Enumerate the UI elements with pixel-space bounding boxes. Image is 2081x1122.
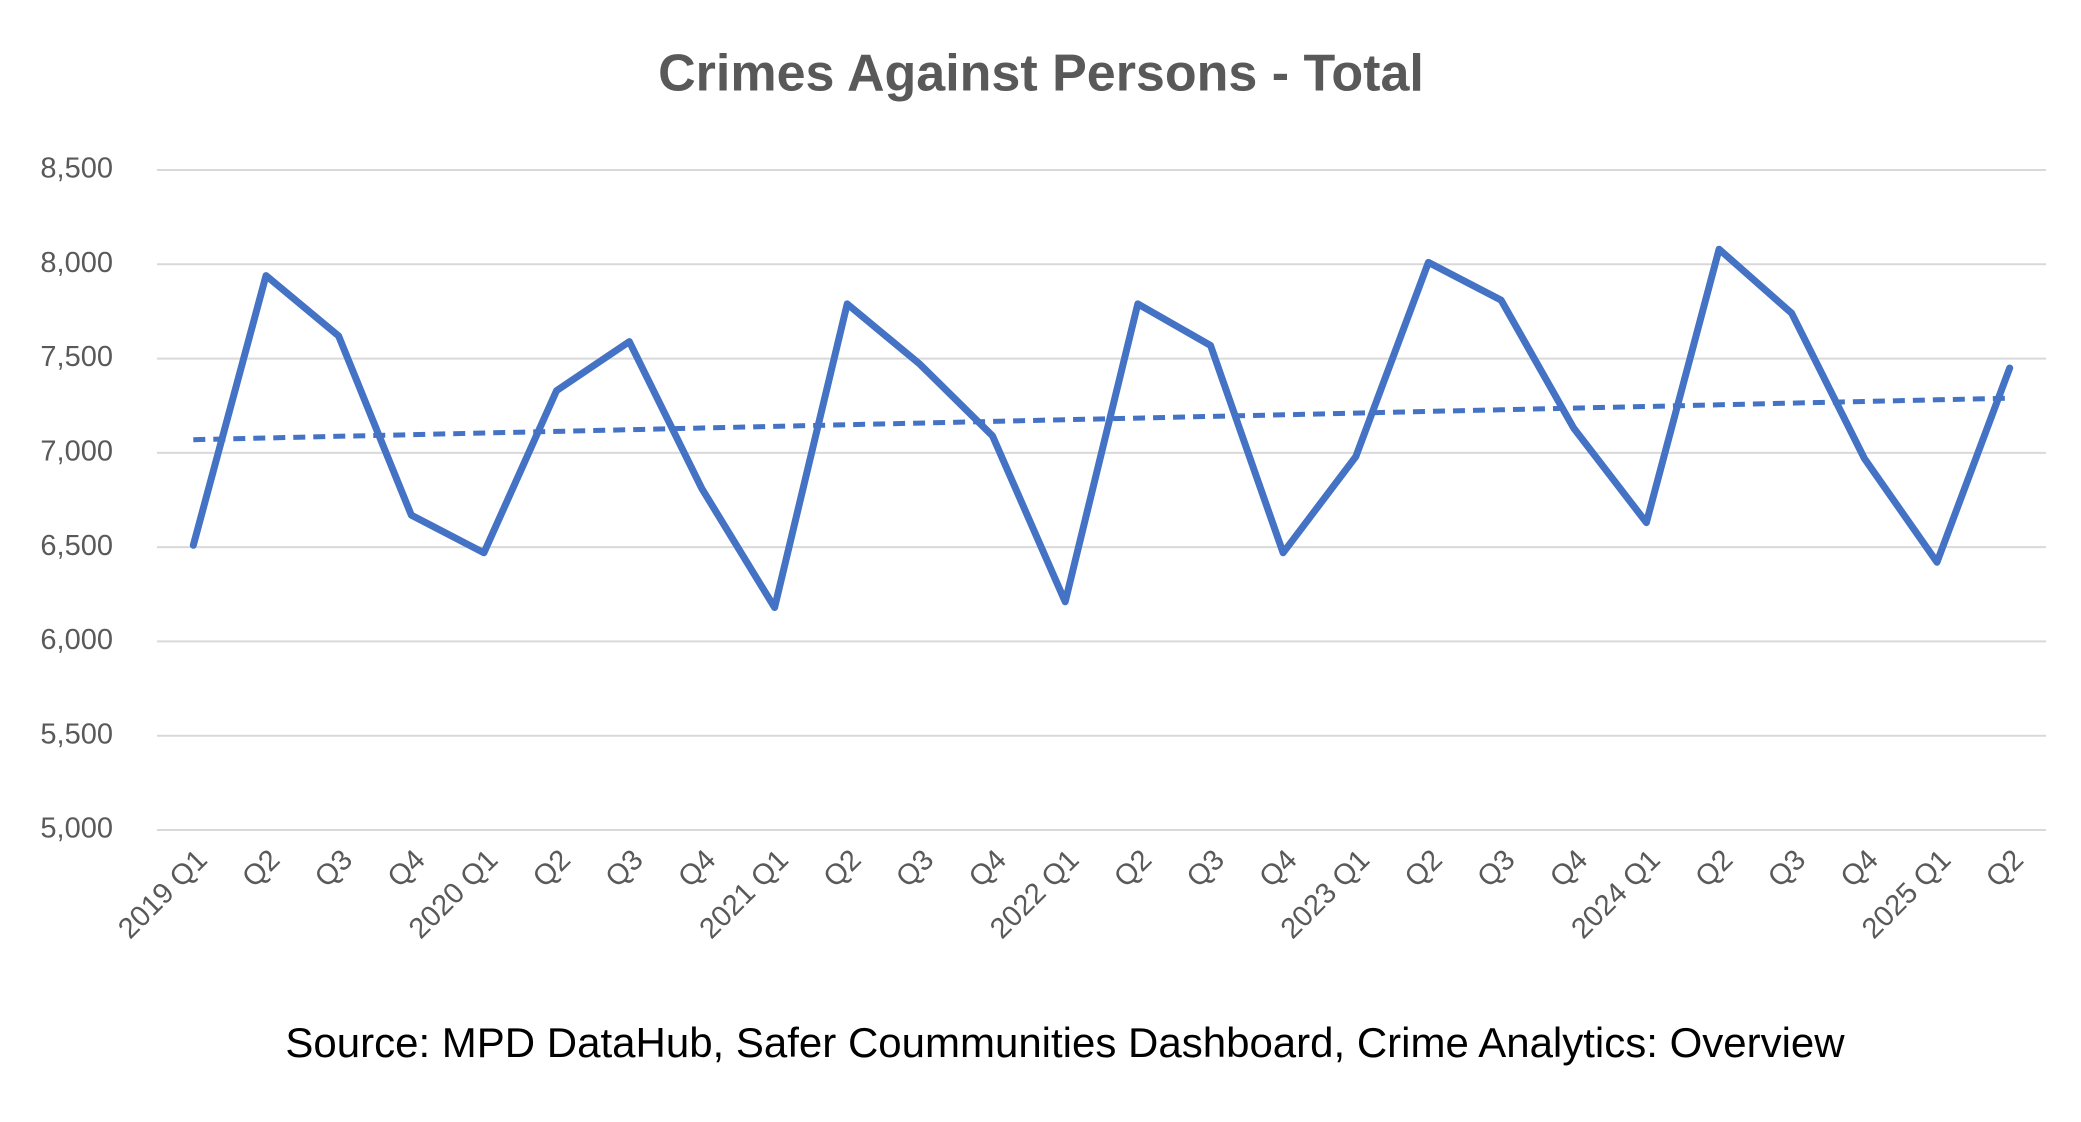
x-tick-label: Q4 xyxy=(1544,844,1594,894)
x-tick-label: Q3 xyxy=(600,844,650,894)
y-tick-label: 7,500 xyxy=(40,341,113,373)
x-tick-label: Q3 xyxy=(1471,844,1521,894)
y-tick-label: 7,000 xyxy=(40,436,113,468)
x-tick-label: Q3 xyxy=(309,844,359,894)
y-tick-label: 6,000 xyxy=(40,624,113,656)
x-tick-label: Q4 xyxy=(1835,844,1885,894)
x-tick-label: Q3 xyxy=(890,844,940,894)
x-tick-label: Q4 xyxy=(672,844,722,894)
x-tick-label: Q3 xyxy=(1762,844,1812,894)
trend-line xyxy=(193,395,2010,443)
y-tick-label: 5,500 xyxy=(40,718,113,750)
x-tick-label: Q2 xyxy=(1980,844,2030,894)
x-tick-label: Q3 xyxy=(1181,844,1231,894)
x-tick-label: Q2 xyxy=(1689,844,1739,894)
y-tick-label: 5,000 xyxy=(40,813,113,845)
x-tick-label: Q4 xyxy=(382,844,432,894)
x-tick-label: Q2 xyxy=(1399,844,1449,894)
y-tick-label: 8,500 xyxy=(40,153,113,185)
chart-title: Crimes Against Persons - Total xyxy=(658,45,1424,103)
y-tick-label: 6,500 xyxy=(40,530,113,562)
y-tick-label: 8,000 xyxy=(40,247,113,279)
x-tick-label: Q2 xyxy=(236,844,286,894)
source-note: Source: MPD DataHub, Safer Coummunities … xyxy=(285,1019,1845,1066)
x-tick-label: Q2 xyxy=(1108,844,1158,894)
x-tick-label: Q2 xyxy=(818,844,868,894)
x-tick-label: Q4 xyxy=(1254,844,1304,894)
x-tick-label: 2019 Q1 xyxy=(112,844,213,945)
x-tick-label: Q4 xyxy=(963,844,1013,894)
x-tick-label: Q2 xyxy=(527,844,577,894)
data-line xyxy=(189,245,2014,611)
